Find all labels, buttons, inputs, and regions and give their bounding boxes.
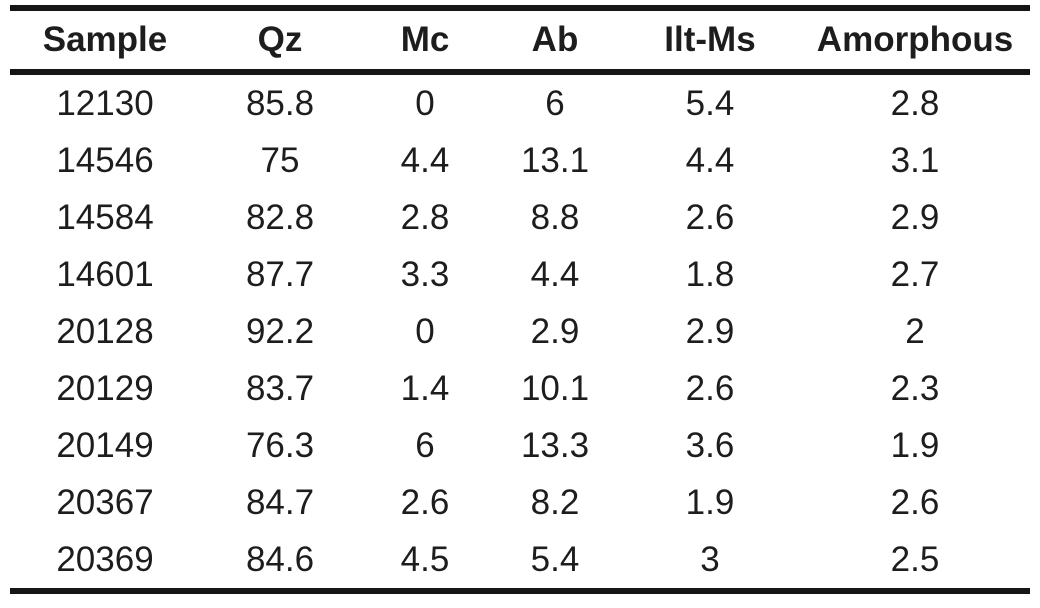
column-header-mc: Mc	[360, 8, 490, 75]
value-cell: 75	[260, 140, 300, 180]
value-cell: 82.8	[245, 197, 315, 237]
value-cell: 2.8	[400, 197, 450, 237]
column-header-sample: Sample	[10, 8, 200, 75]
value-cell: 83.7	[245, 368, 315, 408]
table-row: 20369 84.6 4.5 5.4 3 2.5	[10, 531, 1030, 591]
sample-id-cell: 14546	[56, 140, 154, 180]
value-cell: 1.9	[685, 482, 735, 522]
sample-id-cell: 20367	[56, 482, 154, 522]
table-row: 20149 76.3 6 13.3 3.6 1.9	[10, 417, 1030, 474]
value-cell: 4.4	[400, 140, 450, 180]
value-cell: 2.6	[400, 482, 450, 522]
value-cell: 2.8	[890, 83, 940, 123]
value-cell: 5.4	[530, 539, 580, 579]
value-cell: 87.7	[245, 254, 315, 294]
value-cell: 2.9	[890, 197, 940, 237]
value-cell: 2.9	[530, 311, 580, 351]
value-cell: 8.8	[530, 197, 580, 237]
table-container: Sample Qz Mc Ab Ilt-Ms Amorphous 12130 85.8 0 6 5…	[10, 5, 1030, 594]
value-cell: 2.5	[890, 539, 940, 579]
value-cell: 3.6	[685, 425, 735, 465]
sample-id-cell: 12130	[56, 83, 154, 123]
column-header-ilt-ms: Ilt-Ms	[620, 8, 800, 75]
sample-id-cell: 14601	[56, 254, 154, 294]
value-cell: 2.3	[890, 368, 940, 408]
value-cell: 2.9	[685, 311, 735, 351]
value-cell: 84.7	[245, 482, 315, 522]
value-cell: 85.8	[245, 83, 315, 123]
value-cell: 0	[415, 311, 435, 351]
value-cell: 4.4	[685, 140, 735, 180]
value-cell: 0	[415, 83, 435, 123]
value-cell: 5.4	[685, 83, 735, 123]
sample-id-cell: 20149	[56, 425, 154, 465]
value-cell: 2.6	[890, 482, 940, 522]
value-cell: 4.5	[400, 539, 450, 579]
value-cell: 13.3	[520, 425, 590, 465]
value-cell: 84.6	[245, 539, 315, 579]
table-row: 14601 87.7 3.3 4.4 1.8 2.7	[10, 246, 1030, 303]
table-row: 20367 84.7 2.6 8.2 1.9 2.6	[10, 474, 1030, 531]
mineral-composition-table: Sample Qz Mc Ab Ilt-Ms Amorphous 12130 85.8 0 6 5…	[10, 5, 1030, 594]
value-cell: 3	[700, 539, 720, 579]
header-row: Sample Qz Mc Ab Ilt-Ms Amorphous	[10, 8, 1030, 75]
value-cell: 2	[905, 311, 925, 351]
value-cell: 3.1	[890, 140, 940, 180]
value-cell: 6	[545, 83, 565, 123]
value-cell: 1.8	[685, 254, 735, 294]
table-row: 14584 82.8 2.8 8.8 2.6 2.9	[10, 189, 1030, 246]
value-cell: 13.1	[520, 140, 590, 180]
column-header-amorphous: Amorphous	[800, 8, 1030, 75]
sample-id-cell: 14584	[56, 197, 154, 237]
value-cell: 3.3	[400, 254, 450, 294]
value-cell: 1.9	[890, 425, 940, 465]
value-cell: 76.3	[245, 425, 315, 465]
value-cell: 4.4	[530, 254, 580, 294]
column-header-ab: Ab	[490, 8, 620, 75]
sample-id-cell: 20369	[56, 539, 154, 579]
value-cell: 2.6	[685, 197, 735, 237]
table-body: 12130 85.8 0 6 5.4 2.8 14546 75 4.4 13.1 4.4 3.1 145…	[10, 72, 1030, 591]
table-row: 20128 92.2 0 2.9 2.9 2	[10, 303, 1030, 360]
table-row: 14546 75 4.4 13.1 4.4 3.1	[10, 132, 1030, 189]
value-cell: 2.7	[890, 254, 940, 294]
column-header-qz: Qz	[200, 8, 360, 75]
sample-id-cell: 20128	[56, 311, 154, 351]
value-cell: 10.1	[520, 368, 590, 408]
table-row: 20129 83.7 1.4 10.1 2.6 2.3	[10, 360, 1030, 417]
value-cell: 1.4	[400, 368, 450, 408]
value-cell: 6	[415, 425, 435, 465]
table-header: Sample Qz Mc Ab Ilt-Ms Amorphous	[10, 8, 1030, 75]
value-cell: 8.2	[530, 482, 580, 522]
sample-id-cell: 20129	[56, 368, 154, 408]
value-cell: 2.6	[685, 368, 735, 408]
table-row: 12130 85.8 0 6 5.4 2.8	[10, 72, 1030, 132]
value-cell: 92.2	[245, 311, 315, 351]
